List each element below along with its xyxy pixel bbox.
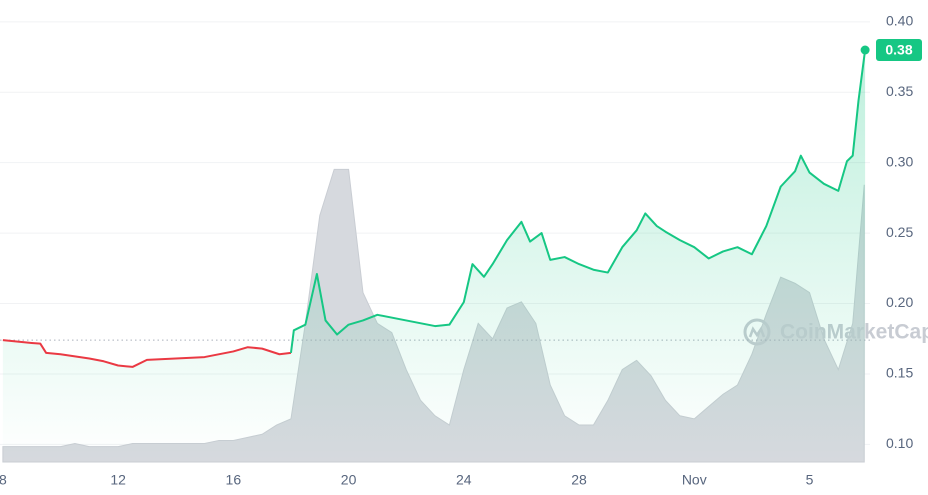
x-tick-label: 16	[226, 472, 242, 488]
price-badge-label: 0.38	[885, 42, 912, 58]
y-tick-label: 0.20	[886, 294, 913, 310]
x-tick-label: 24	[456, 472, 472, 488]
price-area	[2, 50, 866, 462]
y-tick-label: 0.35	[886, 83, 913, 99]
y-tick-label: 0.15	[886, 365, 913, 381]
y-tick-label: 0.25	[886, 224, 913, 240]
x-tick-label: 20	[341, 472, 357, 488]
x-tick-label: 12	[110, 472, 126, 488]
y-tick-label: 0.10	[886, 435, 913, 451]
price-line	[289, 49, 867, 353]
x-tick-label: 8	[0, 472, 7, 488]
last-point	[860, 45, 870, 55]
axes: 0.40 0.35 0.30 0.25 0.20 0.15 0.10 8 12 16 20 24 28 N…	[0, 13, 922, 488]
y-tick-label: 0.40	[886, 13, 913, 29]
x-tick-label: 5	[806, 472, 814, 488]
price-line	[2, 339, 292, 368]
price	[0, 45, 870, 462]
x-tick-label: 28	[571, 472, 587, 488]
x-tick-label: Nov	[682, 472, 707, 488]
price-badge	[876, 39, 922, 62]
y-tick-label: 0.30	[886, 153, 913, 169]
